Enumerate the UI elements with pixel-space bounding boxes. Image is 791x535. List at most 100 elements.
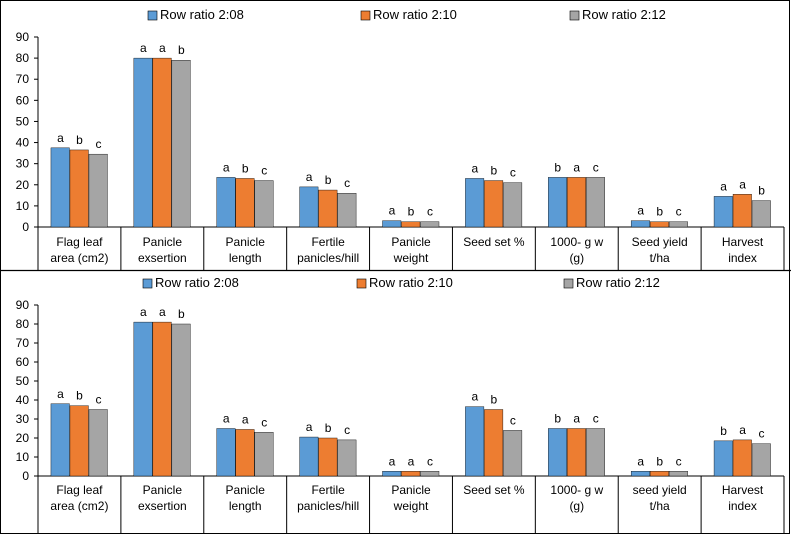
significance-label: b (491, 164, 498, 178)
y-tick-label: 40 (16, 393, 30, 407)
y-tick-label: 90 (16, 30, 30, 44)
bar (586, 177, 605, 228)
significance-label: a (306, 170, 313, 184)
significance-label: b (656, 205, 663, 219)
significance-label: c (759, 427, 765, 441)
bar (235, 178, 255, 228)
y-tick-label: 10 (16, 450, 30, 464)
bar (484, 409, 504, 477)
bar (649, 221, 669, 228)
bar (88, 153, 108, 228)
significance-label: b (554, 412, 561, 426)
y-tick-label: 0 (22, 469, 29, 483)
category-label: exsertion (138, 499, 187, 513)
significance-label: a (720, 179, 727, 193)
significance-label: c (676, 454, 682, 468)
bar (299, 186, 319, 228)
category-label: area (cm2) (50, 499, 108, 513)
significance-label: a (573, 412, 580, 426)
bar (50, 403, 70, 477)
bar (548, 428, 567, 477)
significance-label: a (573, 160, 580, 174)
category-label: Panicle (143, 483, 183, 497)
bar (88, 409, 108, 477)
y-tick-label: 80 (16, 51, 30, 65)
significance-label: c (593, 412, 599, 426)
significance-label: a (739, 177, 746, 191)
significance-label: a (57, 131, 64, 145)
significance-label: c (427, 454, 433, 468)
legend-swatch (360, 10, 371, 21)
bar (751, 443, 771, 477)
category-label: 1000- g w (550, 483, 603, 497)
bar (420, 221, 440, 228)
category-label: Flag leaf (56, 483, 103, 497)
significance-label: a (223, 160, 230, 174)
significance-label: c (427, 205, 433, 219)
legend-label: Row ratio 2:08 (160, 7, 244, 22)
category-label: (g) (569, 251, 584, 265)
bar (713, 196, 733, 228)
significance-label: a (159, 41, 166, 55)
y-tick-label: 0 (22, 220, 29, 234)
bar (465, 406, 485, 477)
category-label: Panicle (391, 483, 431, 497)
significance-label: b (554, 160, 561, 174)
category-label: Panicle (391, 235, 431, 249)
significance-label: b (178, 307, 185, 321)
bar (318, 437, 338, 477)
significance-label: a (159, 305, 166, 319)
bar (133, 321, 153, 477)
chart-panel-2: Row ratio 2:08 Row ratio 2:10 Row ratio 2:… (16, 275, 785, 534)
significance-label: a (306, 420, 313, 434)
category-label: Panicle (226, 483, 266, 497)
bar (216, 177, 236, 228)
bar (548, 177, 567, 228)
legend-label: Row ratio 2:10 (369, 275, 453, 290)
bar (69, 405, 89, 477)
category-label: length (229, 499, 262, 513)
significance-label: c (95, 393, 101, 407)
category-label: Panicle (226, 235, 266, 249)
significance-label: b (242, 161, 249, 175)
bar (152, 57, 172, 228)
bar (382, 220, 402, 228)
category-label: Seed set % (463, 235, 525, 249)
category-label: area (cm2) (50, 251, 108, 265)
category-label: weight (393, 251, 429, 265)
chart-panel-1: Row ratio 2:08 Row ratio 2:10 Row ratio 2:… (16, 7, 785, 270)
significance-label: c (510, 166, 516, 180)
bar (484, 180, 504, 228)
category-label: Flag leaf (56, 235, 103, 249)
y-tick-label: 50 (16, 374, 30, 388)
y-tick-label: 60 (16, 93, 30, 107)
bar (254, 180, 274, 228)
significance-label: b (758, 184, 765, 198)
significance-label: c (261, 164, 267, 178)
bar (630, 220, 650, 228)
category-label: t/ha (650, 251, 670, 265)
bar (668, 471, 688, 477)
category-label: Seed yield (632, 235, 688, 249)
significance-label: a (472, 161, 479, 175)
y-tick-label: 70 (16, 72, 30, 86)
bar (503, 182, 523, 228)
y-tick-label: 10 (16, 199, 30, 213)
legend-label: Row ratio 2:12 (582, 7, 666, 22)
bar (732, 194, 752, 228)
y-tick-label: 20 (16, 178, 30, 192)
bar (630, 471, 650, 477)
legend-label: Row ratio 2:12 (576, 275, 660, 290)
bar (713, 440, 733, 477)
bar (337, 439, 357, 477)
significance-label: a (242, 412, 249, 426)
bar (649, 471, 669, 477)
category-label: (g) (569, 499, 584, 513)
category-label: Fertile (311, 483, 345, 497)
category-label: index (728, 499, 757, 513)
category-label: Fertile (311, 235, 345, 249)
category-label: panicles/hill (297, 251, 359, 265)
significance-label: b (720, 424, 727, 438)
y-tick-label: 40 (16, 136, 30, 150)
